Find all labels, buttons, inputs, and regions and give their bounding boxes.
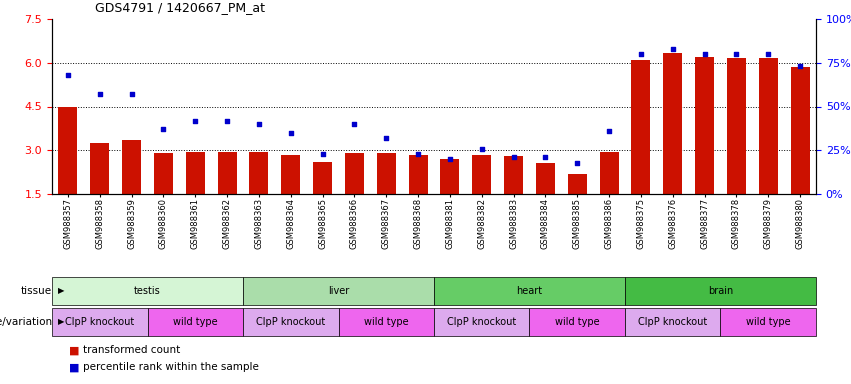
Bar (122, 140, 141, 194)
Text: wild type: wild type (364, 317, 408, 327)
Bar (90, 143, 109, 194)
Bar (186, 152, 205, 194)
Text: ClpP knockout: ClpP knockout (447, 317, 517, 327)
Point (634, 51, 648, 57)
Text: ClpP knockout: ClpP knockout (256, 317, 325, 327)
Bar (695, 57, 714, 194)
Bar (631, 60, 650, 194)
Bar (727, 58, 746, 194)
Text: percentile rank within the sample: percentile rank within the sample (83, 362, 259, 372)
Text: brain: brain (708, 286, 733, 296)
Text: heart: heart (517, 286, 543, 296)
Bar (249, 152, 268, 194)
Text: ■: ■ (69, 345, 79, 356)
Bar (154, 153, 173, 194)
Bar (600, 152, 619, 194)
Bar (218, 152, 237, 194)
Text: genotype/variation: genotype/variation (0, 317, 52, 327)
Text: transformed count: transformed count (83, 345, 180, 356)
Point (539, 154, 552, 161)
Point (443, 156, 457, 162)
Point (475, 146, 488, 152)
Point (729, 51, 743, 57)
Point (61, 72, 75, 78)
Text: tissue: tissue (21, 286, 52, 296)
Point (252, 121, 266, 127)
Bar (440, 159, 460, 194)
Point (762, 51, 775, 57)
Text: ▶: ▶ (58, 286, 65, 296)
Bar (345, 153, 364, 194)
Point (93, 91, 106, 97)
Bar (313, 162, 332, 194)
Bar (377, 153, 396, 194)
Bar (59, 106, 77, 194)
Point (157, 126, 170, 132)
Text: liver: liver (328, 286, 349, 296)
Point (347, 121, 361, 127)
Bar (759, 58, 778, 194)
Bar (791, 67, 809, 194)
Text: wild type: wild type (555, 317, 600, 327)
Point (666, 46, 680, 52)
Bar (663, 53, 683, 194)
Text: wild type: wild type (173, 317, 218, 327)
Point (793, 63, 807, 70)
Bar (472, 155, 491, 194)
Point (316, 151, 329, 157)
Text: ■: ■ (69, 362, 79, 372)
Text: ClpP knockout: ClpP knockout (638, 317, 707, 327)
Bar (281, 155, 300, 194)
Text: ▶: ▶ (58, 318, 65, 326)
Text: ClpP knockout: ClpP knockout (66, 317, 134, 327)
Bar (504, 156, 523, 194)
Bar (536, 163, 555, 194)
Point (284, 130, 298, 136)
Point (570, 159, 584, 166)
Point (380, 135, 393, 141)
Point (220, 118, 234, 124)
Text: GDS4791 / 1420667_PM_at: GDS4791 / 1420667_PM_at (94, 2, 265, 15)
Point (411, 151, 425, 157)
Point (603, 128, 616, 134)
Bar (568, 174, 587, 194)
Point (507, 154, 521, 161)
Text: wild type: wild type (746, 317, 791, 327)
Point (188, 118, 202, 124)
Bar (408, 155, 428, 194)
Point (698, 51, 711, 57)
Text: testis: testis (134, 286, 161, 296)
Point (125, 91, 139, 97)
